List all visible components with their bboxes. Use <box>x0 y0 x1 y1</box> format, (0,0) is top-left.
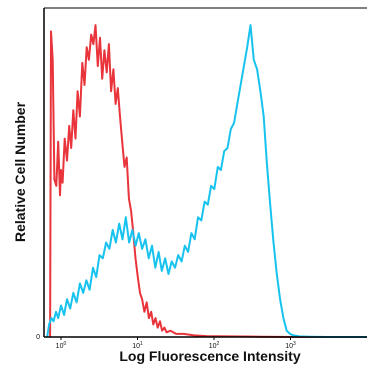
y-axis-title: Relative Cell Number <box>12 101 28 242</box>
x-tick-label: 100 <box>56 341 67 350</box>
x-tick-label: 102 <box>209 341 220 350</box>
x-axis-title: Log Fluorescence Intensity <box>119 348 300 364</box>
histogram-series-1 <box>49 24 367 338</box>
x-tick-label: 103 <box>285 341 296 350</box>
series-layer <box>46 24 367 338</box>
histogram-series-2 <box>46 24 367 338</box>
plot-frame <box>43 7 367 338</box>
x-tick-label: 101 <box>132 341 143 350</box>
y-axis-ticks: 0 <box>36 334 40 341</box>
y-tick-label: 0 <box>36 334 40 341</box>
